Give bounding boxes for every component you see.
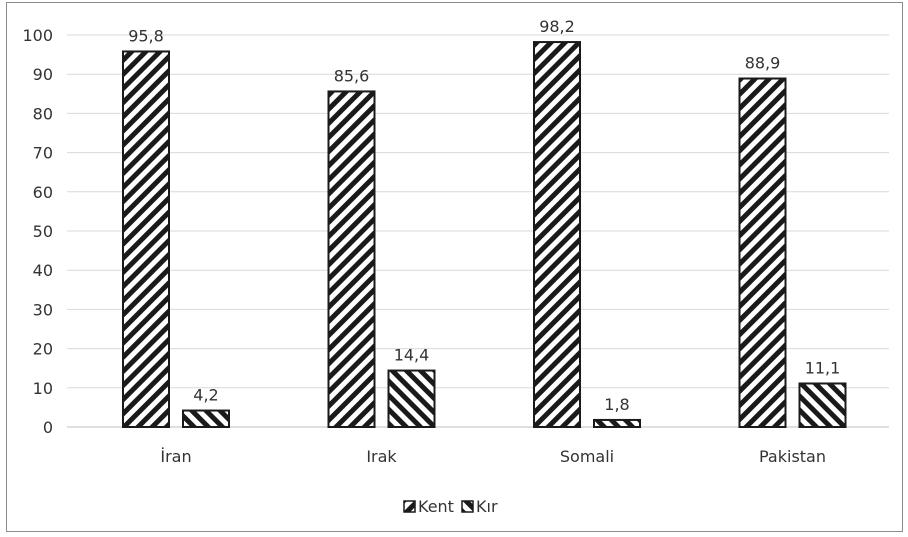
y-tick-label: 70: [33, 144, 53, 163]
data-label-kir: 14,4: [394, 346, 430, 365]
bar-kent: [738, 77, 787, 429]
data-labels: 95,8 4,2 85,6 14,4 98,2 1,8 88,9 11,1: [128, 17, 840, 414]
y-tick-label: 0: [43, 418, 53, 437]
chart-frame: 0 10 20 30 40 50 60 70 80 90 100 95,8 4,2 85,6 14,4 98…: [6, 2, 903, 532]
category-label: Pakistan: [759, 447, 826, 466]
y-tick-label: 30: [33, 300, 53, 319]
data-label-kir: 4,2: [193, 386, 218, 405]
bar-kent: [122, 50, 170, 429]
bar-chart: 0 10 20 30 40 50 60 70 80 90 100 95,8 4,2 85,6 14,4 98…: [22, 17, 889, 516]
y-axis-ticks: 0 10 20 30 40 50 60 70 80 90 100: [22, 26, 53, 437]
y-tick-label: 80: [33, 104, 53, 123]
y-tick-label: 90: [33, 65, 53, 84]
bar-kir: [593, 418, 641, 428]
data-label-kent: 85,6: [334, 66, 370, 85]
category-label: Somali: [560, 447, 614, 466]
grid-layer: [67, 34, 889, 428]
legend-label-kent: Kent: [418, 497, 454, 516]
data-label-kent: 88,9: [745, 54, 781, 73]
data-label-kent: 98,2: [539, 17, 575, 36]
legend-label-kir: Kır: [476, 497, 498, 516]
x-axis-categories: İran Irak Somali Pakistan: [160, 447, 826, 466]
legend-swatch-kent: [403, 500, 416, 513]
bar-kent: [533, 41, 581, 428]
bar-kent: [327, 90, 376, 428]
data-label-kent: 95,8: [128, 26, 164, 45]
category-label: İran: [160, 447, 191, 466]
bar-kir: [387, 369, 436, 428]
y-tick-label: 20: [33, 340, 53, 359]
y-tick-label: 40: [33, 261, 53, 280]
y-tick-label: 10: [33, 379, 53, 398]
legend-swatch-kir: [461, 500, 474, 513]
bars: [122, 41, 847, 429]
category-label: Irak: [366, 447, 397, 466]
bar-kir: [182, 409, 230, 429]
bar-kir: [798, 382, 847, 429]
legend: Kent Kır: [403, 497, 498, 516]
y-tick-label: 60: [33, 183, 53, 202]
y-tick-label: 50: [33, 222, 53, 241]
y-tick-label: 100: [22, 26, 53, 45]
data-label-kir: 1,8: [604, 395, 629, 414]
data-label-kir: 11,1: [805, 358, 841, 377]
